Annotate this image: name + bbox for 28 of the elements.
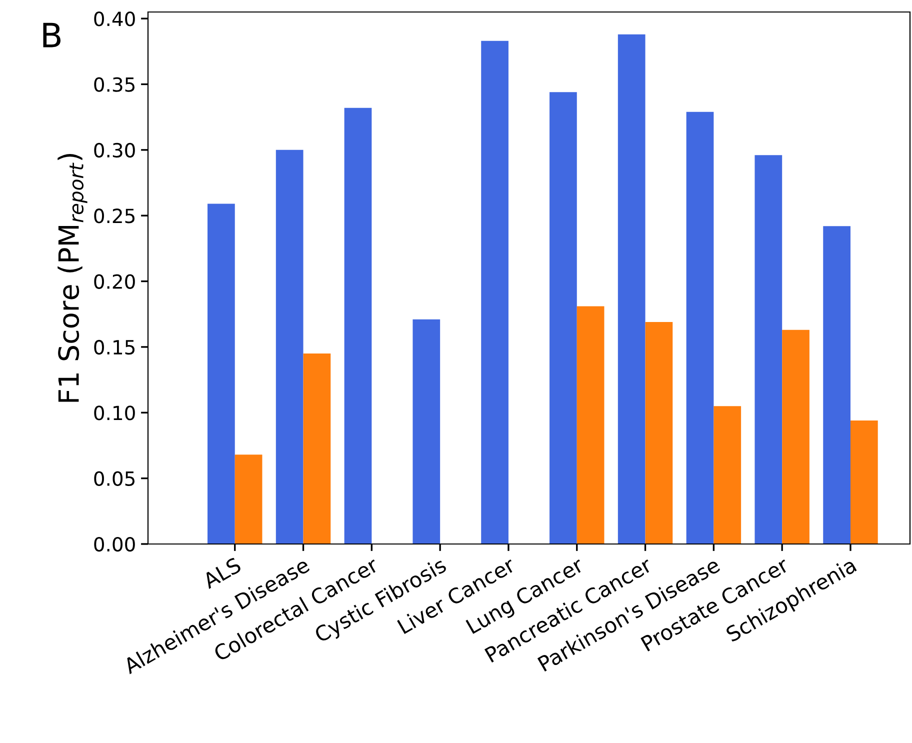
bar bbox=[823, 226, 850, 544]
bar bbox=[550, 92, 577, 544]
bar bbox=[234, 454, 262, 544]
bar bbox=[276, 150, 304, 544]
bar bbox=[686, 112, 714, 544]
bar bbox=[481, 40, 508, 544]
y-tick-label: 0.10 bbox=[94, 406, 135, 420]
bar bbox=[754, 155, 782, 544]
y-tick-label: 0.30 bbox=[94, 142, 135, 158]
bar bbox=[782, 330, 810, 544]
y-tick-label: 0.20 bbox=[94, 274, 135, 289]
y-tick-label: 0.40 bbox=[94, 12, 135, 26]
bar bbox=[714, 406, 742, 544]
bar bbox=[344, 108, 372, 544]
bar bbox=[208, 204, 235, 544]
bar bbox=[412, 319, 440, 544]
y-tick-label: 0.05 bbox=[94, 471, 134, 486]
y-axis-title: F1 Score (PM$_{report}$) bbox=[58, 154, 88, 402]
bar bbox=[303, 354, 331, 544]
y-tick-label: 0.35 bbox=[94, 77, 134, 92]
text: B bbox=[43, 22, 61, 48]
bar bbox=[618, 34, 646, 544]
bar bbox=[850, 420, 878, 544]
bar bbox=[576, 306, 604, 544]
y-tick-label: 0.00 bbox=[94, 536, 135, 552]
bar bbox=[645, 322, 673, 544]
y-tick-label: 0.25 bbox=[94, 208, 134, 224]
y-tick-label: 0.15 bbox=[94, 340, 134, 355]
